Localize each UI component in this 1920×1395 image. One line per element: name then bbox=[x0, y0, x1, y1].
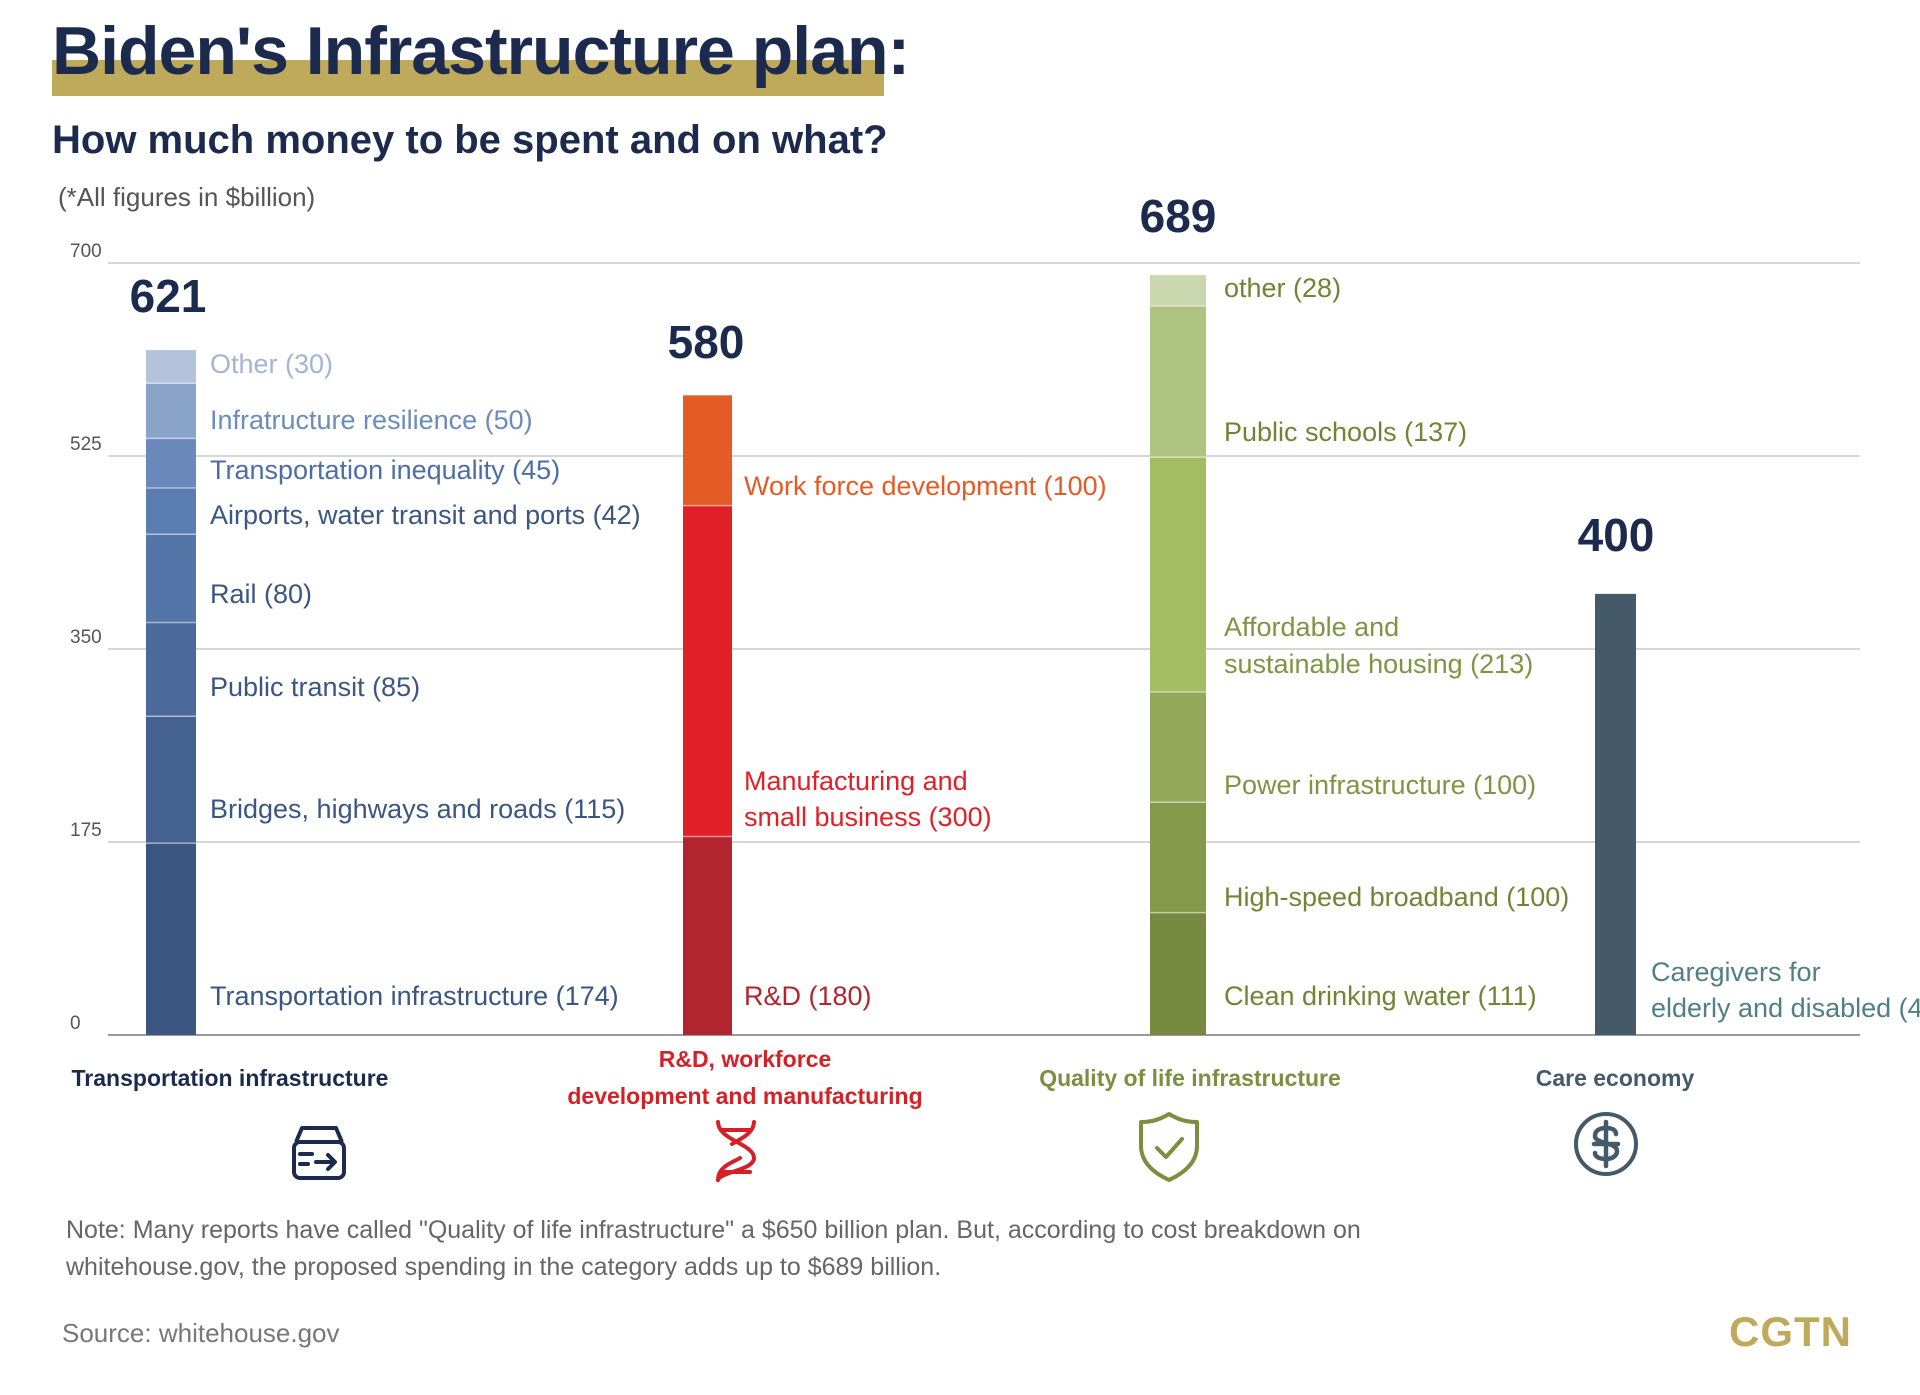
dollar-coin-icon bbox=[1574, 1112, 1638, 1176]
category-label: Transportation infrastructure bbox=[72, 1065, 389, 1091]
segment-label: High-speed broadband (100) bbox=[1224, 882, 1569, 912]
category-label: development and manufacturing bbox=[567, 1083, 922, 1109]
title-underline bbox=[52, 60, 884, 96]
crate-box-icon bbox=[292, 1126, 346, 1180]
segment-label: elderly and disabled (400) bbox=[1651, 993, 1920, 1023]
bar-total-label: 689 bbox=[1140, 190, 1217, 242]
segment-label: Public schools (137) bbox=[1224, 417, 1467, 447]
page-subtitle: How much money to be spent and on what? bbox=[52, 118, 888, 162]
bar-segment bbox=[146, 383, 196, 439]
bar-segment bbox=[1150, 692, 1206, 803]
bar-segment bbox=[1150, 306, 1206, 458]
dna-icon bbox=[716, 1120, 757, 1182]
segment-label: Infratructure resilience (50) bbox=[210, 405, 533, 435]
cgtn-logo: CGTN bbox=[1729, 1308, 1852, 1355]
segment-label: Clean drinking water (111) bbox=[1224, 981, 1537, 1011]
footer-note: Note: Many reports have called "Quality … bbox=[66, 1216, 1361, 1281]
segment-label: Caregivers for bbox=[1651, 957, 1821, 987]
y-tick-label: 0 bbox=[70, 1013, 81, 1034]
segment-label: Other (30) bbox=[210, 349, 333, 379]
segment-label: other (28) bbox=[1224, 273, 1341, 303]
shield-check-icon bbox=[1139, 1112, 1199, 1182]
segment-label: Bridges, highways and roads (115) bbox=[210, 794, 625, 824]
bar-total-label: 400 bbox=[1578, 509, 1655, 561]
category-label: Quality of life infrastructure bbox=[1039, 1065, 1341, 1091]
y-tick-label: 175 bbox=[70, 820, 102, 841]
segment-label: Transportation inequality (45) bbox=[210, 455, 560, 485]
segment-label: Manufacturing and bbox=[744, 766, 968, 796]
bar-segment bbox=[683, 395, 732, 506]
bar-segment bbox=[146, 438, 196, 488]
segment-label: Airports, water transit and ports (42) bbox=[210, 500, 641, 530]
bar-segment bbox=[1150, 275, 1206, 307]
bar-total-label: 621 bbox=[130, 270, 207, 322]
source-credit: Source: whitehouse.gov bbox=[62, 1318, 340, 1348]
segment-label: Affordable and bbox=[1224, 612, 1399, 642]
page-title: Biden's Infrastructure plan: bbox=[52, 13, 910, 89]
units-note: (*All figures in $billion) bbox=[58, 182, 316, 212]
bar-segment bbox=[146, 534, 196, 623]
segment-label: Work force development (100) bbox=[744, 471, 1107, 501]
bar-segment bbox=[146, 843, 196, 1035]
category-label: Care economy bbox=[1536, 1065, 1695, 1091]
bar-segment bbox=[683, 505, 732, 837]
bar-segment bbox=[1150, 912, 1206, 1035]
bar-segment bbox=[146, 622, 196, 717]
y-tick-label: 700 bbox=[70, 241, 102, 262]
segment-label: Rail (80) bbox=[210, 579, 312, 609]
bar-segment bbox=[1595, 593, 1636, 1035]
y-tick-label: 350 bbox=[70, 627, 102, 648]
bar-segment bbox=[683, 836, 732, 1035]
bar-total-label: 580 bbox=[668, 316, 745, 368]
segment-label: Transportation infrastructure (174) bbox=[210, 981, 619, 1011]
segment-label: R&D (180) bbox=[744, 981, 872, 1011]
segment-label: Power infrastructure (100) bbox=[1224, 770, 1536, 800]
y-tick-label: 525 bbox=[70, 434, 102, 455]
bar-segment bbox=[146, 487, 196, 535]
bar-segment bbox=[1150, 457, 1206, 693]
segment-label: Public transit (85) bbox=[210, 672, 420, 702]
bar-segment bbox=[1150, 802, 1206, 913]
segment-label: sustainable housing (213) bbox=[1224, 649, 1533, 679]
category-label: R&D, workforce bbox=[659, 1046, 832, 1072]
bar-segment bbox=[146, 716, 196, 844]
segment-label: small business (300) bbox=[744, 802, 992, 832]
bar-segment bbox=[146, 350, 196, 384]
